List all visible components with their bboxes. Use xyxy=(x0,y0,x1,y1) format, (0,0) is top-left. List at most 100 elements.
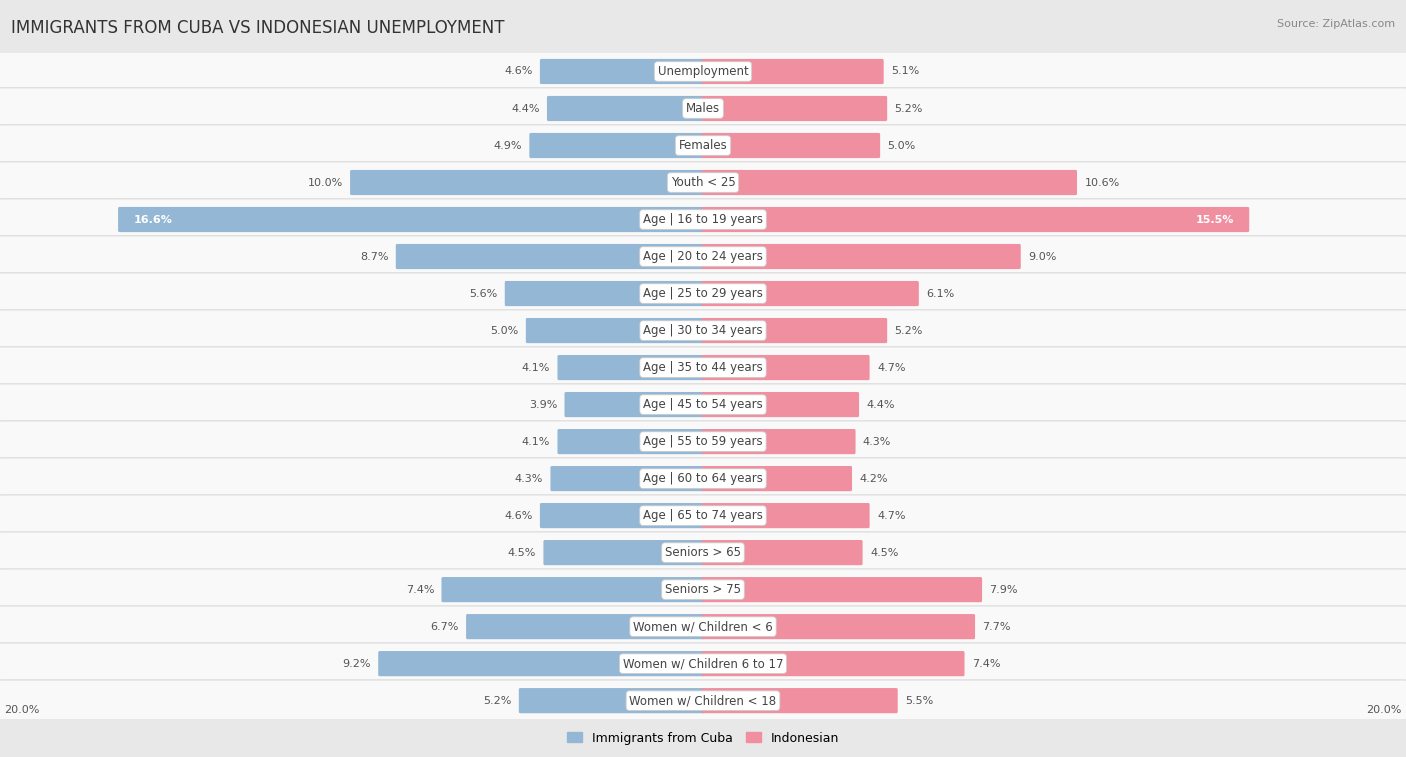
FancyBboxPatch shape xyxy=(702,577,981,603)
FancyBboxPatch shape xyxy=(702,281,920,306)
Text: 4.5%: 4.5% xyxy=(870,547,898,558)
Text: 5.2%: 5.2% xyxy=(894,104,922,114)
Text: Age | 45 to 54 years: Age | 45 to 54 years xyxy=(643,398,763,411)
Text: 7.7%: 7.7% xyxy=(983,621,1011,631)
Text: 6.1%: 6.1% xyxy=(927,288,955,298)
FancyBboxPatch shape xyxy=(540,59,704,84)
FancyBboxPatch shape xyxy=(558,429,704,454)
FancyBboxPatch shape xyxy=(0,606,1406,647)
FancyBboxPatch shape xyxy=(0,236,1406,277)
Text: Women w/ Children < 6: Women w/ Children < 6 xyxy=(633,620,773,633)
Text: Age | 60 to 64 years: Age | 60 to 64 years xyxy=(643,472,763,485)
FancyBboxPatch shape xyxy=(702,318,887,343)
FancyBboxPatch shape xyxy=(396,244,704,269)
FancyBboxPatch shape xyxy=(0,199,1406,240)
Text: 15.5%: 15.5% xyxy=(1195,214,1234,225)
FancyBboxPatch shape xyxy=(543,540,704,565)
Text: 16.6%: 16.6% xyxy=(134,214,173,225)
FancyBboxPatch shape xyxy=(0,421,1406,463)
FancyBboxPatch shape xyxy=(0,458,1406,500)
Text: 3.9%: 3.9% xyxy=(529,400,557,410)
FancyBboxPatch shape xyxy=(0,51,1406,92)
Text: 7.4%: 7.4% xyxy=(405,584,434,594)
Text: Age | 30 to 34 years: Age | 30 to 34 years xyxy=(643,324,763,337)
FancyBboxPatch shape xyxy=(441,577,704,603)
Text: 9.2%: 9.2% xyxy=(342,659,371,668)
Text: Women w/ Children < 18: Women w/ Children < 18 xyxy=(630,694,776,707)
Text: Women w/ Children 6 to 17: Women w/ Children 6 to 17 xyxy=(623,657,783,670)
FancyBboxPatch shape xyxy=(702,244,1021,269)
Text: 9.0%: 9.0% xyxy=(1028,251,1056,261)
Text: 5.1%: 5.1% xyxy=(891,67,920,76)
FancyBboxPatch shape xyxy=(118,207,704,232)
Text: 4.6%: 4.6% xyxy=(505,67,533,76)
FancyBboxPatch shape xyxy=(526,318,704,343)
Text: Age | 35 to 44 years: Age | 35 to 44 years xyxy=(643,361,763,374)
FancyBboxPatch shape xyxy=(467,614,704,639)
FancyBboxPatch shape xyxy=(702,688,898,713)
Text: 4.4%: 4.4% xyxy=(510,104,540,114)
Text: 20.0%: 20.0% xyxy=(4,705,39,715)
Text: 10.0%: 10.0% xyxy=(308,178,343,188)
Legend: Immigrants from Cuba, Indonesian: Immigrants from Cuba, Indonesian xyxy=(562,727,844,749)
Text: 10.6%: 10.6% xyxy=(1084,178,1119,188)
FancyBboxPatch shape xyxy=(0,569,1406,610)
Text: Age | 65 to 74 years: Age | 65 to 74 years xyxy=(643,509,763,522)
FancyBboxPatch shape xyxy=(702,170,1077,195)
Text: 4.2%: 4.2% xyxy=(859,474,889,484)
Text: 5.0%: 5.0% xyxy=(491,326,519,335)
FancyBboxPatch shape xyxy=(0,532,1406,573)
Text: Age | 20 to 24 years: Age | 20 to 24 years xyxy=(643,250,763,263)
Text: Males: Males xyxy=(686,102,720,115)
Text: 5.2%: 5.2% xyxy=(894,326,922,335)
FancyBboxPatch shape xyxy=(0,384,1406,425)
Text: Age | 16 to 19 years: Age | 16 to 19 years xyxy=(643,213,763,226)
Text: 6.7%: 6.7% xyxy=(430,621,458,631)
Text: 5.6%: 5.6% xyxy=(470,288,498,298)
FancyBboxPatch shape xyxy=(702,614,976,639)
Text: 4.9%: 4.9% xyxy=(494,141,522,151)
FancyBboxPatch shape xyxy=(0,273,1406,314)
Text: 7.4%: 7.4% xyxy=(972,659,1001,668)
FancyBboxPatch shape xyxy=(0,310,1406,351)
Text: 7.9%: 7.9% xyxy=(990,584,1018,594)
Text: 5.0%: 5.0% xyxy=(887,141,915,151)
FancyBboxPatch shape xyxy=(0,643,1406,684)
Text: 4.1%: 4.1% xyxy=(522,437,550,447)
FancyBboxPatch shape xyxy=(547,96,704,121)
FancyBboxPatch shape xyxy=(350,170,704,195)
FancyBboxPatch shape xyxy=(551,466,704,491)
Text: Youth < 25: Youth < 25 xyxy=(671,176,735,189)
Text: 4.3%: 4.3% xyxy=(863,437,891,447)
FancyBboxPatch shape xyxy=(378,651,704,676)
FancyBboxPatch shape xyxy=(702,96,887,121)
Text: 5.5%: 5.5% xyxy=(905,696,934,706)
FancyBboxPatch shape xyxy=(702,503,869,528)
Text: 4.7%: 4.7% xyxy=(877,511,905,521)
Text: IMMIGRANTS FROM CUBA VS INDONESIAN UNEMPLOYMENT: IMMIGRANTS FROM CUBA VS INDONESIAN UNEMP… xyxy=(11,19,505,37)
Text: 20.0%: 20.0% xyxy=(1367,705,1402,715)
FancyBboxPatch shape xyxy=(702,429,855,454)
FancyBboxPatch shape xyxy=(0,347,1406,388)
Text: Unemployment: Unemployment xyxy=(658,65,748,78)
FancyBboxPatch shape xyxy=(519,688,704,713)
FancyBboxPatch shape xyxy=(565,392,704,417)
Text: 4.1%: 4.1% xyxy=(522,363,550,372)
Text: 5.2%: 5.2% xyxy=(484,696,512,706)
FancyBboxPatch shape xyxy=(505,281,704,306)
FancyBboxPatch shape xyxy=(0,680,1406,721)
Text: Seniors > 75: Seniors > 75 xyxy=(665,583,741,596)
FancyBboxPatch shape xyxy=(540,503,704,528)
Text: 4.5%: 4.5% xyxy=(508,547,536,558)
FancyBboxPatch shape xyxy=(702,207,1250,232)
Text: Source: ZipAtlas.com: Source: ZipAtlas.com xyxy=(1277,19,1395,29)
FancyBboxPatch shape xyxy=(702,355,869,380)
Text: Age | 55 to 59 years: Age | 55 to 59 years xyxy=(643,435,763,448)
FancyBboxPatch shape xyxy=(529,133,704,158)
Text: 4.6%: 4.6% xyxy=(505,511,533,521)
FancyBboxPatch shape xyxy=(0,495,1406,536)
FancyBboxPatch shape xyxy=(702,133,880,158)
FancyBboxPatch shape xyxy=(702,466,852,491)
FancyBboxPatch shape xyxy=(702,540,863,565)
Text: 8.7%: 8.7% xyxy=(360,251,388,261)
